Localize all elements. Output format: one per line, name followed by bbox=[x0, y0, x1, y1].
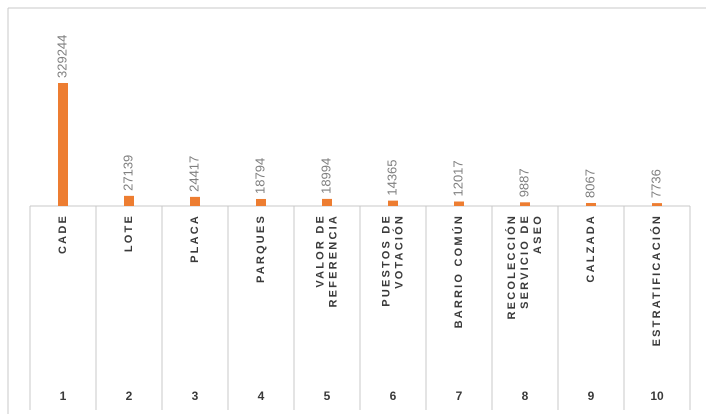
value-label: 9887 bbox=[516, 168, 531, 197]
value-label: 27139 bbox=[120, 155, 135, 191]
category-label: VOTACIÓN bbox=[392, 214, 405, 289]
value-label: 7736 bbox=[648, 169, 663, 198]
rank-label: 2 bbox=[126, 389, 133, 403]
category-label: ESTRATIFICACIÓN bbox=[650, 214, 663, 346]
category-label: PUESTOS DE bbox=[380, 214, 392, 307]
category-label: PARQUES bbox=[255, 214, 267, 283]
rank-label: 8 bbox=[522, 389, 529, 403]
category-label: SERVICIO DE bbox=[519, 214, 531, 309]
value-label: 18994 bbox=[318, 158, 333, 194]
value-label: 18794 bbox=[252, 158, 267, 194]
bar bbox=[454, 201, 464, 206]
category-label: REFERENCIA bbox=[327, 214, 339, 308]
category-label: LOTE bbox=[123, 214, 135, 252]
rank-label: 3 bbox=[192, 389, 199, 403]
category-label: BARRIO COMÚN bbox=[452, 214, 465, 328]
category-label: CALZADA bbox=[585, 214, 597, 283]
value-label: 24417 bbox=[186, 156, 201, 192]
bar bbox=[388, 200, 398, 206]
bar bbox=[586, 202, 596, 206]
bar bbox=[124, 195, 134, 206]
category-label: ASEO bbox=[532, 214, 544, 254]
rank-label: 10 bbox=[650, 389, 664, 403]
rank-label: 1 bbox=[60, 389, 67, 403]
bar bbox=[190, 196, 200, 206]
rank-label: 4 bbox=[258, 389, 265, 403]
bar bbox=[652, 203, 662, 206]
category-label: RECOLECCIÓN bbox=[505, 214, 518, 319]
bar bbox=[58, 83, 68, 206]
rank-label: 7 bbox=[456, 389, 463, 403]
value-label: 8067 bbox=[582, 169, 597, 198]
rank-label: 5 bbox=[324, 389, 331, 403]
value-label: 329244 bbox=[54, 35, 69, 78]
rank-label: 9 bbox=[588, 389, 595, 403]
bar bbox=[322, 198, 332, 206]
value-label: 12017 bbox=[450, 160, 465, 196]
value-label: 14365 bbox=[384, 159, 399, 195]
rank-label: 6 bbox=[390, 389, 397, 403]
bar bbox=[256, 198, 266, 206]
category-label: CADE bbox=[57, 214, 69, 254]
category-label: PLACA bbox=[189, 214, 201, 263]
category-label: VALOR DE bbox=[314, 214, 326, 288]
bar bbox=[520, 202, 530, 206]
